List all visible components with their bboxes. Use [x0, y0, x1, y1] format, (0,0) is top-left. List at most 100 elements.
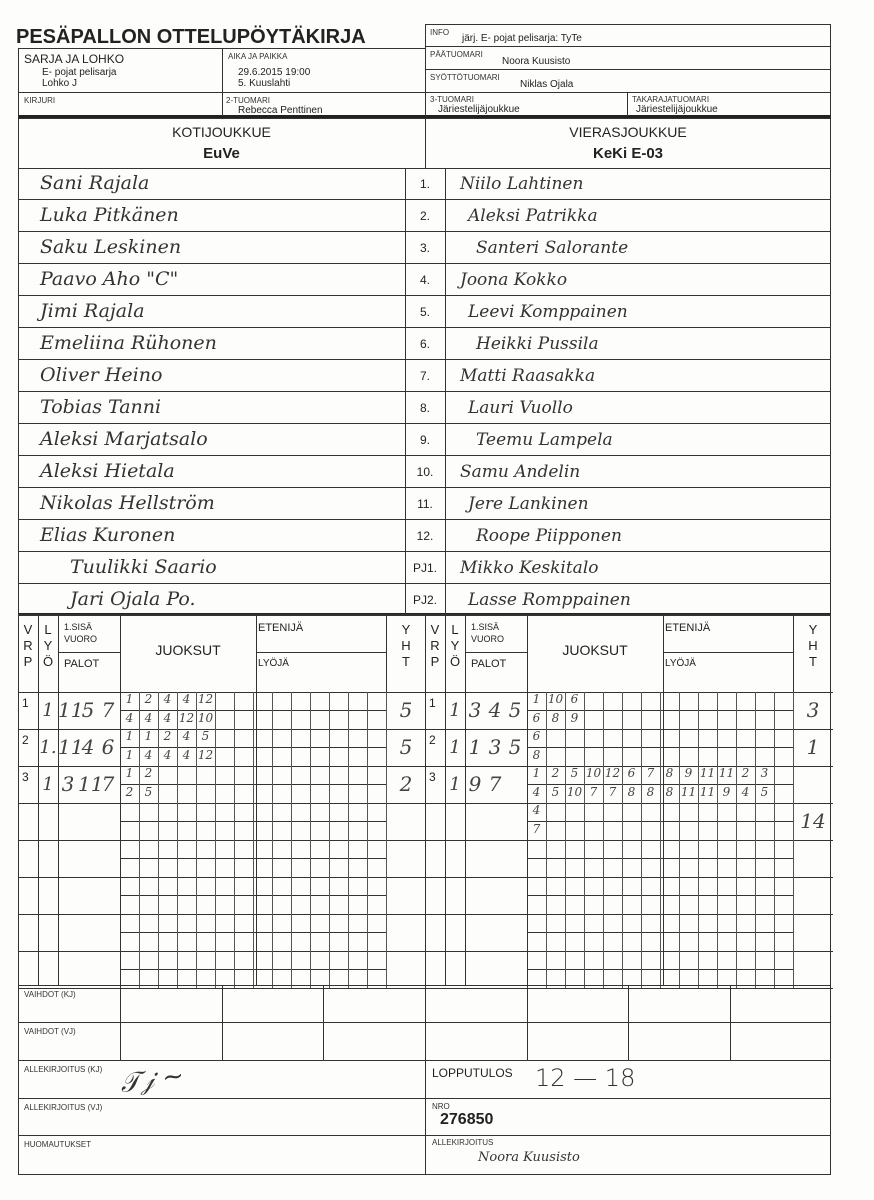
divider	[323, 985, 324, 1060]
divider	[405, 392, 406, 424]
batting-order: 1	[42, 774, 54, 795]
player-number: 9.	[419, 433, 430, 447]
grid-line	[584, 840, 585, 877]
grid-line	[348, 766, 349, 803]
grid-line	[584, 803, 585, 840]
grid-line	[348, 914, 349, 951]
inning-number: 2	[429, 733, 436, 747]
kirjuri-label: KIRJURI	[24, 96, 56, 105]
inning-total: 5	[399, 735, 413, 759]
grid-line	[679, 692, 680, 729]
grid-line	[158, 766, 159, 803]
grid-line	[679, 877, 680, 914]
away-player-name: Matti Raasakka	[460, 366, 596, 386]
grid-line	[793, 729, 794, 766]
run-bottom: 8	[627, 785, 636, 799]
grid-line	[565, 766, 566, 803]
sisa-label: 1.SISÄ	[471, 622, 500, 632]
grid-line	[565, 951, 566, 988]
away-player-name: Jere Lankinen	[468, 494, 589, 514]
home-label: KOTIJOUKKUE	[172, 124, 271, 140]
divider	[18, 729, 426, 730]
palot-value: 3	[468, 698, 482, 722]
syotto-value: Niklas Ojala	[520, 79, 574, 90]
divider	[222, 48, 223, 116]
grid-line	[603, 914, 604, 951]
footer-block	[18, 985, 831, 1175]
divider	[425, 766, 833, 767]
roster-row	[18, 552, 831, 584]
header-letter: T	[402, 654, 410, 669]
roster-row	[18, 520, 831, 552]
grid-line	[774, 766, 775, 803]
run-top: 4	[182, 692, 191, 706]
home-player-name: Nikolas Hellström	[40, 492, 215, 514]
run-bottom: 4	[182, 748, 191, 762]
grid-line	[348, 951, 349, 988]
grid-line	[584, 692, 585, 729]
grid-line	[679, 766, 680, 803]
run-bottom: 7	[608, 785, 617, 799]
divider	[527, 985, 528, 1060]
grid-line	[196, 840, 197, 877]
roster-row	[18, 200, 831, 232]
divider	[18, 803, 426, 804]
grid-line	[291, 692, 292, 729]
grid-line	[253, 877, 254, 914]
grid-line	[367, 877, 368, 914]
grid-line	[215, 877, 216, 914]
grid-line	[717, 840, 718, 877]
player-number: 11.	[417, 497, 433, 511]
divider	[445, 614, 446, 986]
grid-line	[774, 803, 775, 840]
divider	[38, 614, 39, 986]
run-bottom: 9	[570, 711, 579, 725]
run-bottom: 4	[125, 711, 134, 725]
divider	[425, 118, 426, 168]
grid-line	[158, 840, 159, 877]
divider	[527, 614, 528, 986]
grid-line	[641, 951, 642, 988]
grid-line	[158, 692, 159, 729]
divider	[18, 1060, 831, 1061]
grid-line	[215, 766, 216, 803]
run-bottom: 4	[163, 711, 172, 725]
grid-line	[717, 766, 718, 803]
run-bottom: 10	[197, 711, 214, 725]
divider	[18, 1135, 831, 1136]
header-letter: R	[430, 638, 440, 653]
nro-value: 276850	[440, 1111, 494, 1128]
divider	[18, 692, 426, 693]
grid-line	[755, 729, 756, 766]
home-player-name: Jari Ojala Po.	[70, 588, 196, 610]
player-number: 5.	[419, 305, 430, 319]
grid-line	[386, 766, 387, 803]
run-top: 5	[570, 766, 579, 780]
inning-number: 3	[22, 770, 29, 784]
grid-line	[196, 951, 197, 988]
header-letter: V	[430, 622, 440, 637]
run-top: 12	[197, 692, 214, 706]
roster-row	[18, 488, 831, 520]
header-letter: Y	[401, 622, 411, 637]
grid-line	[329, 877, 330, 914]
run-top: 1	[144, 729, 153, 743]
palot-value: 5	[81, 698, 95, 722]
inning-total: 1	[806, 735, 820, 759]
divider	[445, 232, 446, 264]
grid-line	[367, 840, 368, 877]
header-letter: P	[430, 654, 440, 669]
grid-line	[310, 914, 311, 951]
run-bottom: 2	[125, 785, 134, 799]
grid-line	[698, 803, 699, 840]
divider	[58, 652, 120, 653]
header-letter: H	[401, 638, 411, 653]
grid-line	[196, 692, 197, 729]
grid-line	[603, 766, 604, 803]
divider	[18, 168, 831, 169]
divider	[663, 652, 793, 653]
sarja-value: E- pojat pelisarja	[42, 67, 117, 78]
player-number: PJ2.	[412, 593, 437, 607]
divider	[445, 424, 446, 456]
grid-line	[177, 692, 178, 729]
